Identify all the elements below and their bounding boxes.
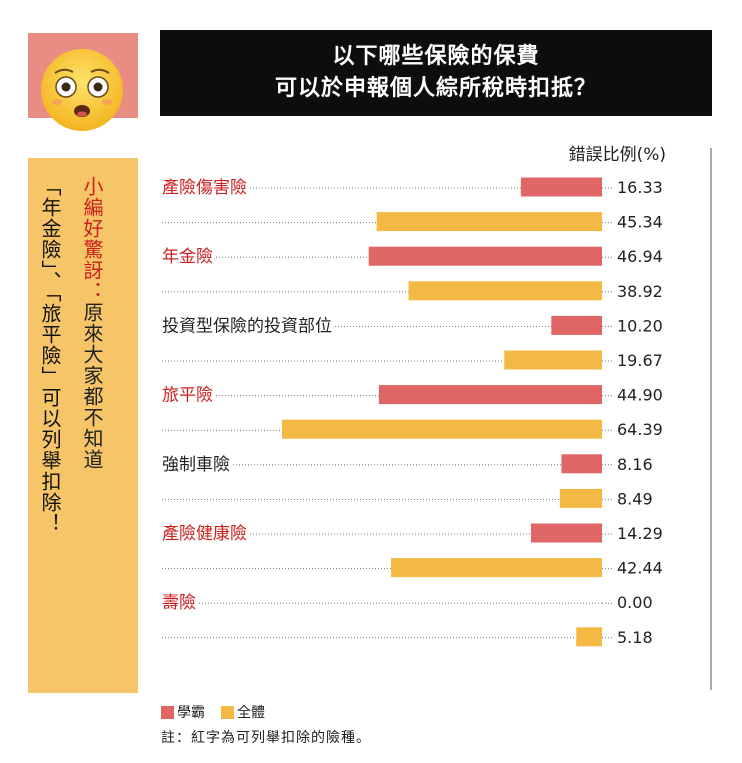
bar-chart: 錯誤比例(%) 產險傷害險 16.33 45.34 年金險 46.94 38.92 投資型保… <box>162 145 712 690</box>
legend-item-top-student: 學霸 <box>161 702 205 722</box>
value-label: 42.44 <box>617 559 663 578</box>
shocked-face-icon <box>41 49 123 131</box>
category-label: 年金險 <box>162 247 213 267</box>
category-label: 強制車險 <box>162 455 230 475</box>
side-text-prefix: 小編好驚訝： <box>80 176 104 302</box>
side-text-line2: 「年金險」、「旅平險」可以列舉扣除！ <box>38 176 62 534</box>
bar-overall <box>376 212 602 232</box>
legend-label-top-student: 學霸 <box>177 705 205 721</box>
bar-top-student <box>551 315 602 335</box>
side-panel-body <box>28 158 138 693</box>
value-label: 10.20 <box>617 316 663 335</box>
legend-label-overall: 全體 <box>237 705 265 721</box>
chart-legend: 學霸 全體 <box>161 702 281 722</box>
value-label: 44.90 <box>617 386 663 405</box>
chart-title-box: 以下哪些保險的保費 可以於申報個人綜所稅時扣抵？ <box>160 30 712 116</box>
value-label: 45.34 <box>617 213 663 232</box>
side-text-rest: 原來大家都不知道 <box>80 302 104 470</box>
chart-title-line2: 可以於申報個人綜所稅時扣抵？ <box>274 76 597 101</box>
side-text-line1: 小編好驚訝：原來大家都不知道 <box>80 176 104 470</box>
bar-overall <box>559 488 602 508</box>
bar-top-student <box>368 246 602 266</box>
bar-overall <box>576 627 602 647</box>
bar-overall <box>282 419 602 439</box>
value-label: 19.67 <box>617 351 663 370</box>
bar-top-student <box>530 523 602 543</box>
bar-overall <box>391 558 602 578</box>
value-label: 5.18 <box>617 628 653 647</box>
category-label: 產險健康險 <box>162 524 247 544</box>
bar-overall <box>408 281 602 301</box>
chart-title-line1: 以下哪些保險的保費 <box>332 44 540 69</box>
value-label: 8.16 <box>617 455 653 474</box>
bar-top-student <box>520 177 602 197</box>
category-label: 產險傷害險 <box>162 178 247 198</box>
legend-item-overall: 全體 <box>221 702 265 722</box>
value-label: 0.00 <box>617 593 653 612</box>
value-label: 16.33 <box>617 178 663 197</box>
value-header: 錯誤比例(%) <box>569 145 666 165</box>
legend-swatch-top-student <box>161 705 174 719</box>
value-label: 14.29 <box>617 524 663 543</box>
category-label: 旅平險 <box>162 386 213 406</box>
value-label: 38.92 <box>617 282 663 301</box>
value-label: 64.39 <box>617 420 663 439</box>
value-label: 8.49 <box>617 489 653 508</box>
category-label: 壽險 <box>162 593 196 613</box>
bar-top-student <box>378 385 602 405</box>
category-label: 投資型保險的投資部位 <box>162 316 332 336</box>
bar-overall <box>504 350 602 370</box>
legend-swatch-overall <box>221 705 234 719</box>
chart-note: 註：紅字為可列舉扣除的險種。 <box>161 730 371 746</box>
bar-top-student <box>561 454 602 474</box>
value-label: 46.94 <box>617 247 663 266</box>
